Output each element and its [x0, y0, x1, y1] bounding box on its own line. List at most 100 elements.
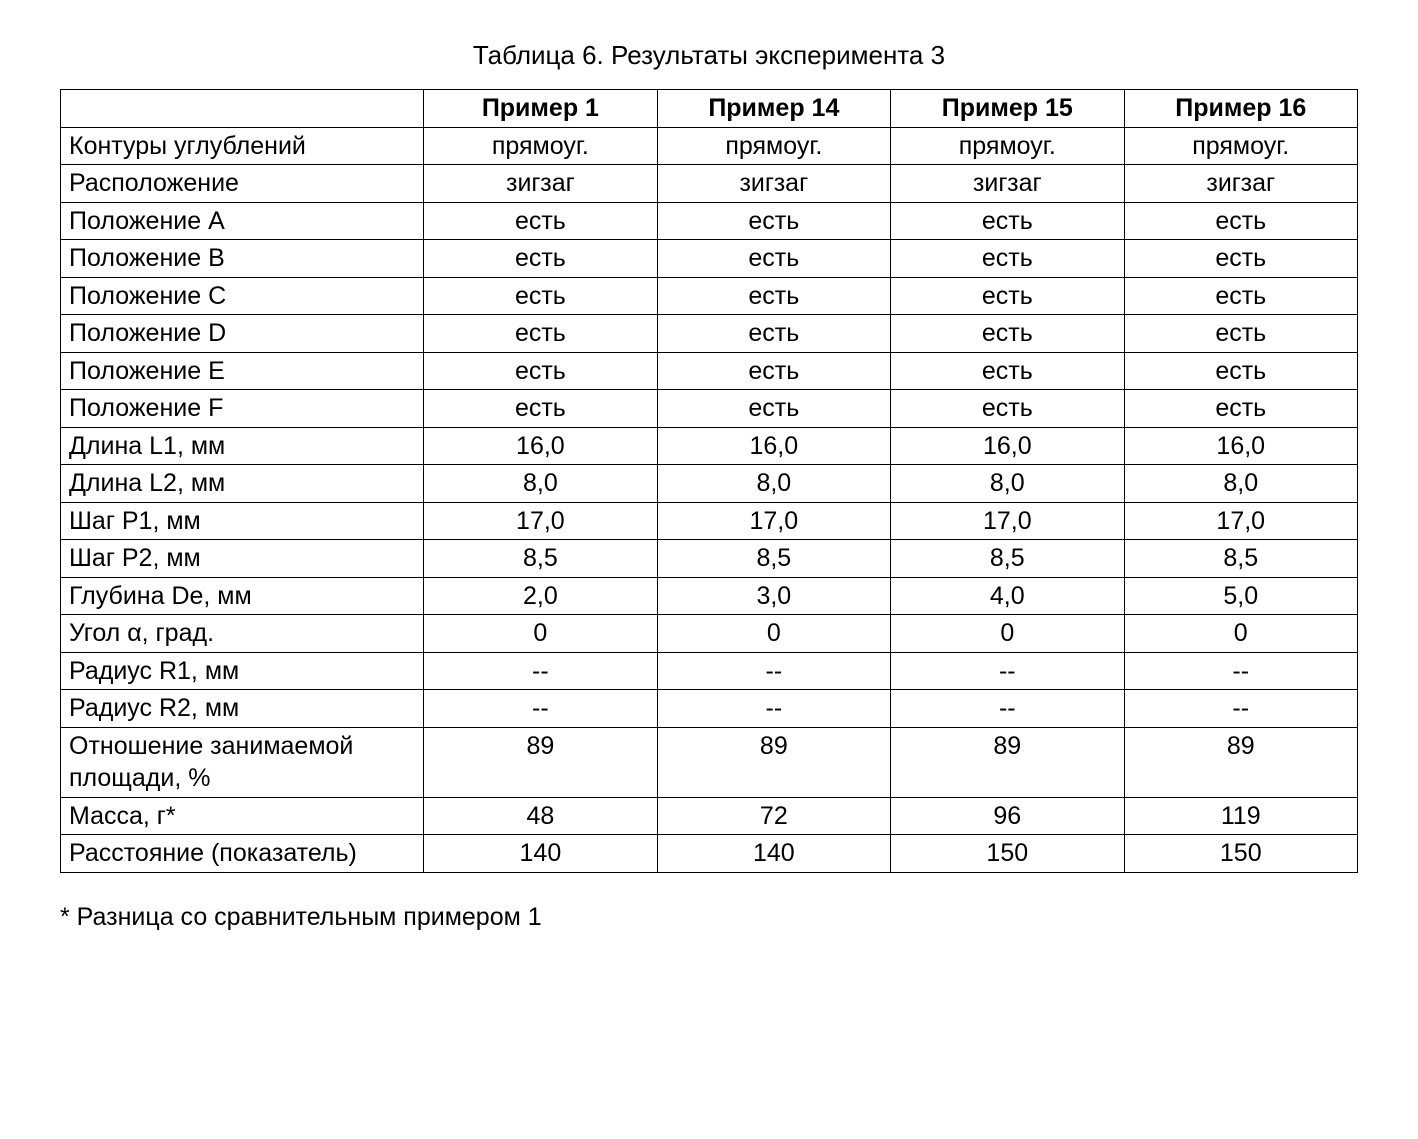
row-label: Длина L1, мм — [61, 427, 424, 465]
row-value: прямоуг. — [424, 127, 657, 165]
row-value: 8,0 — [1124, 465, 1357, 503]
row-value: есть — [891, 390, 1124, 428]
row-value: -- — [424, 690, 657, 728]
row-value: есть — [891, 315, 1124, 353]
table-row: Положение Dестьестьестьесть — [61, 315, 1358, 353]
row-value: есть — [424, 277, 657, 315]
row-value: зигзаг — [891, 165, 1124, 203]
row-label: Отношение занимаемой площади, % — [61, 727, 424, 797]
results-table: Пример 1 Пример 14 Пример 15 Пример 16 К… — [60, 89, 1358, 873]
row-value: 0 — [657, 615, 890, 653]
table-row: Положение Eестьестьестьесть — [61, 352, 1358, 390]
row-label: Шаг P1, мм — [61, 502, 424, 540]
row-value: есть — [891, 202, 1124, 240]
row-value: 17,0 — [424, 502, 657, 540]
row-value: 16,0 — [657, 427, 890, 465]
row-value: есть — [424, 240, 657, 278]
row-value: 48 — [424, 797, 657, 835]
row-value: есть — [1124, 240, 1357, 278]
table-row: Положение Aестьестьестьесть — [61, 202, 1358, 240]
row-value: 89 — [657, 727, 890, 797]
row-value: есть — [891, 240, 1124, 278]
row-value: 17,0 — [1124, 502, 1357, 540]
row-value: 8,0 — [657, 465, 890, 503]
row-value: есть — [1124, 315, 1357, 353]
table-row: Положение Fестьестьестьесть — [61, 390, 1358, 428]
row-value: 17,0 — [657, 502, 890, 540]
table-row: Масса, г*487296119 — [61, 797, 1358, 835]
table-row: Отношение занимаемой площади, %89898989 — [61, 727, 1358, 797]
row-value: прямоуг. — [657, 127, 890, 165]
row-value: зигзаг — [1124, 165, 1357, 203]
row-value: есть — [1124, 277, 1357, 315]
table-row: Глубина De, мм2,03,04,05,0 — [61, 577, 1358, 615]
row-value: -- — [657, 652, 890, 690]
row-value: -- — [1124, 652, 1357, 690]
row-value: есть — [657, 315, 890, 353]
header-cell: Пример 15 — [891, 90, 1124, 128]
table-title: Таблица 6. Результаты эксперимента 3 — [60, 40, 1358, 71]
row-value: 8,5 — [424, 540, 657, 578]
row-label: Контуры углублений — [61, 127, 424, 165]
row-value: -- — [1124, 690, 1357, 728]
row-value: 119 — [1124, 797, 1357, 835]
row-value: 89 — [891, 727, 1124, 797]
row-value: 0 — [891, 615, 1124, 653]
row-value: 8,0 — [891, 465, 1124, 503]
row-value: 150 — [1124, 835, 1357, 873]
row-value: -- — [424, 652, 657, 690]
row-value: 140 — [657, 835, 890, 873]
row-label: Шаг P2, мм — [61, 540, 424, 578]
table-row: Радиус R1, мм-------- — [61, 652, 1358, 690]
row-value: есть — [424, 202, 657, 240]
row-value: -- — [891, 652, 1124, 690]
table-row: Длина L1, мм16,016,016,016,0 — [61, 427, 1358, 465]
row-label: Расстояние (показатель) — [61, 835, 424, 873]
row-value: зигзаг — [657, 165, 890, 203]
row-value: 8,5 — [891, 540, 1124, 578]
row-value: 3,0 — [657, 577, 890, 615]
row-value: есть — [657, 202, 890, 240]
row-label: Угол α, град. — [61, 615, 424, 653]
row-label: Положение C — [61, 277, 424, 315]
row-value: 8,0 — [424, 465, 657, 503]
row-value: есть — [891, 277, 1124, 315]
row-value: 0 — [424, 615, 657, 653]
row-label: Глубина De, мм — [61, 577, 424, 615]
row-value: 89 — [1124, 727, 1357, 797]
row-value: 96 — [891, 797, 1124, 835]
row-label: Положение F — [61, 390, 424, 428]
row-value: 16,0 — [891, 427, 1124, 465]
table-row: Длина L2, мм8,08,08,08,0 — [61, 465, 1358, 503]
row-value: 5,0 — [1124, 577, 1357, 615]
row-label: Положение D — [61, 315, 424, 353]
row-value: 150 — [891, 835, 1124, 873]
row-value: 140 — [424, 835, 657, 873]
table-row: Расположениезигзагзигзагзигзагзигзаг — [61, 165, 1358, 203]
table-header-row: Пример 1 Пример 14 Пример 15 Пример 16 — [61, 90, 1358, 128]
row-label: Длина L2, мм — [61, 465, 424, 503]
row-value: 2,0 — [424, 577, 657, 615]
row-label: Масса, г* — [61, 797, 424, 835]
row-value: есть — [424, 390, 657, 428]
row-value: есть — [891, 352, 1124, 390]
row-value: 16,0 — [424, 427, 657, 465]
row-value: прямоуг. — [1124, 127, 1357, 165]
table-row: Шаг P1, мм17,017,017,017,0 — [61, 502, 1358, 540]
table-row: Шаг P2, мм8,58,58,58,5 — [61, 540, 1358, 578]
row-value: 8,5 — [1124, 540, 1357, 578]
table-row: Угол α, град.0000 — [61, 615, 1358, 653]
table-row: Положение Bестьестьестьесть — [61, 240, 1358, 278]
row-value: есть — [1124, 352, 1357, 390]
row-label: Положение B — [61, 240, 424, 278]
row-value: -- — [657, 690, 890, 728]
header-cell: Пример 16 — [1124, 90, 1357, 128]
header-cell — [61, 90, 424, 128]
table-row: Положение Cестьестьестьесть — [61, 277, 1358, 315]
table-body: Контуры углубленийпрямоуг.прямоуг.прямоу… — [61, 127, 1358, 872]
header-cell: Пример 14 — [657, 90, 890, 128]
row-value: зигзаг — [424, 165, 657, 203]
row-label: Радиус R2, мм — [61, 690, 424, 728]
row-value: есть — [1124, 202, 1357, 240]
row-value: есть — [1124, 390, 1357, 428]
